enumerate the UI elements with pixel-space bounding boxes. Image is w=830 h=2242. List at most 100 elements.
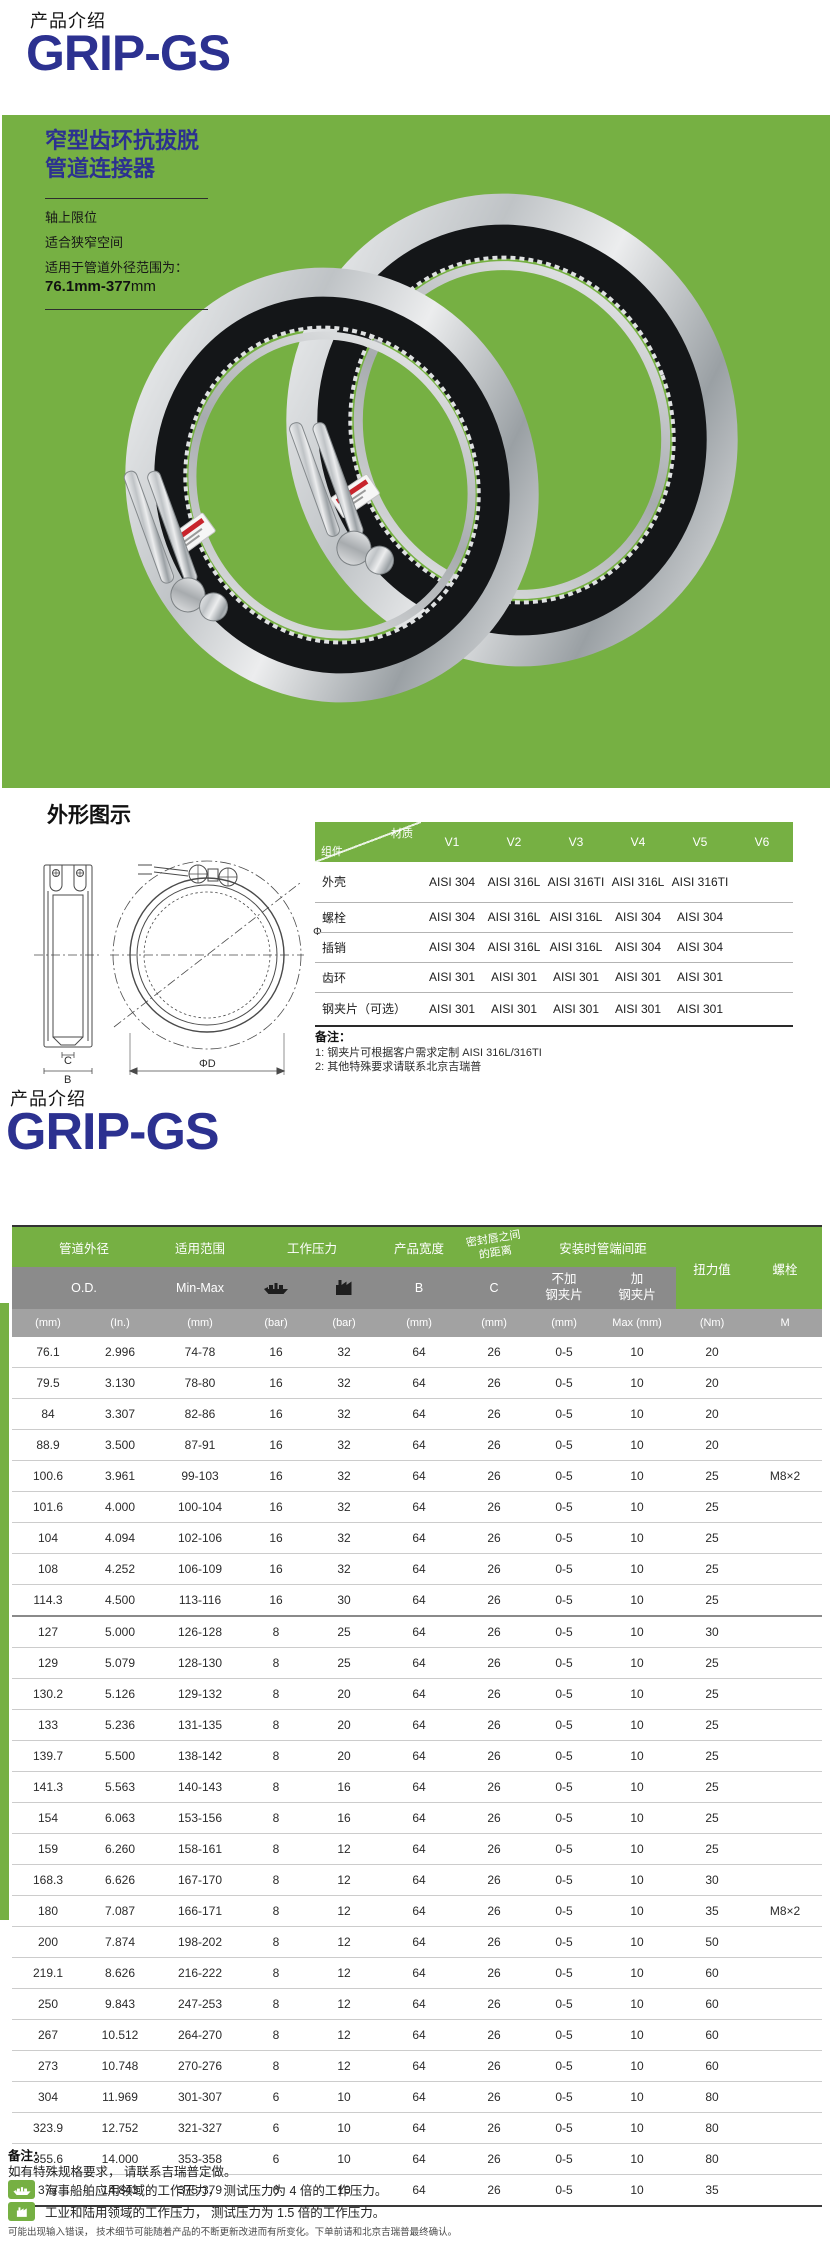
spec-cell: 25 — [676, 1460, 749, 1492]
footer-note-marine: 海事船舶应用领域的工作压力， 测试压力为 4 倍的工作压力。 — [8, 2180, 387, 2199]
spec-cell: 16 — [244, 1460, 309, 1492]
spec-cell: 10 — [598, 1584, 677, 1617]
corner-material-label: 材质 — [391, 828, 413, 840]
material-value: AISI 316L — [487, 874, 541, 889]
spec-cell — [748, 1616, 823, 1648]
spec-cell: 64 — [380, 1553, 459, 1585]
col-group-pressure: 工作压力 — [244, 1226, 381, 1267]
material-value — [731, 992, 793, 1026]
spec-cell: 6 — [244, 2112, 309, 2144]
spec-cell: 0-5 — [530, 1740, 599, 1772]
spec-cell: 0-5 — [530, 1833, 599, 1865]
materials-note-2: 2: 其他特殊要求请联系北京吉瑞普 — [315, 1061, 482, 1073]
spec-cell: 6 — [244, 2143, 309, 2175]
spec-cell: 141.3 — [12, 1771, 84, 1803]
spec-cell: 10 — [598, 1647, 677, 1679]
spec-cell: 10 — [598, 2050, 677, 2082]
spec-cell — [748, 1771, 823, 1803]
spec-cell: 100-104 — [156, 1491, 245, 1523]
spec-cell: 0-5 — [530, 1678, 599, 1710]
unit-cell: (Nm) — [676, 1309, 749, 1337]
spec-cell — [748, 2174, 823, 2207]
spec-cell: 102-106 — [156, 1522, 245, 1554]
spec-cell: 64 — [380, 2143, 459, 2175]
outline-section-title: 外形图示 — [47, 804, 131, 827]
materials-row: 钢夹片（可选） AISI 301 AISI 301 AISI 301 AISI 301 A… — [315, 992, 793, 1026]
spec-row: 108 4.252 106-109 16 32 64 26 0-5 10 25 — [12, 1553, 823, 1585]
spec-cell: 10 — [598, 1522, 677, 1554]
spec-header-sub: O.D. Min-Max — [12, 1267, 822, 1309]
spec-cell: 26 — [458, 1522, 531, 1554]
material-value: AISI 316L — [487, 910, 541, 924]
spec-cell: 0-5 — [530, 1398, 599, 1430]
spec-header-units: (mm) (In.) (mm) (bar) (bar) (mm) (mm) (mm) Max (… — [12, 1309, 823, 1337]
footer-note-general: 如有特殊规格要求， 请联系吉瑞普定做。 — [8, 2165, 237, 2179]
spec-cell: 10 — [598, 2081, 677, 2113]
spec-cell: 32 — [308, 1429, 381, 1461]
unit-cell: (mm) — [530, 1309, 599, 1337]
spec-cell: 0-5 — [530, 1367, 599, 1399]
spec-cell: 16 — [244, 1522, 309, 1554]
material-value: AISI 316TI — [671, 874, 729, 889]
col-with-clip: 加 钢夹片 — [598, 1267, 677, 1309]
material-value: AISI 304 — [428, 874, 476, 889]
spec-cell: 3.130 — [84, 1367, 157, 1399]
spec-cell: 8.626 — [84, 1957, 157, 1989]
spec-cell: 321-327 — [156, 2112, 245, 2144]
spec-cell: 12 — [308, 1864, 381, 1896]
spec-cell: 16 — [244, 1398, 309, 1430]
material-value: AISI 301 — [614, 970, 662, 984]
spec-cell: 0-5 — [530, 1491, 599, 1523]
spec-cell: 26 — [458, 1864, 531, 1896]
hero-feature-2: 适合狭窄空间 — [45, 235, 124, 250]
spec-cell: 35 — [676, 1895, 749, 1927]
spec-cell: 64 — [380, 1429, 459, 1461]
spec-cell: 10 — [598, 1771, 677, 1803]
spec-cell: 270-276 — [156, 2050, 245, 2082]
spec-cell: 0-5 — [530, 1647, 599, 1679]
spec-cell: 26 — [458, 1802, 531, 1834]
spec-cell: 8 — [244, 1926, 309, 1958]
spec-cell — [748, 1864, 823, 1896]
spec-cell: 25 — [676, 1522, 749, 1554]
spec-row: 100.6 3.961 99-103 16 32 64 26 0-5 10 25 M8×2 — [12, 1460, 823, 1492]
spec-header-groups: 管道外径 适用范围 工作压力 产品宽度 密封唇之间 的距离 安装时管端间距 扭力… — [12, 1226, 823, 1309]
spec-row: 101.6 4.000 100-104 16 32 64 26 0-5 10 25 — [12, 1491, 823, 1523]
spec-cell: 20 — [308, 1740, 381, 1772]
bolt-assembly-front — [123, 470, 229, 622]
spec-cell: 3.307 — [84, 1398, 157, 1430]
spec-cell: 64 — [380, 2081, 459, 2113]
component-label: 插销 — [322, 940, 347, 955]
spec-cell: 10 — [598, 1709, 677, 1741]
spec-cell: 9.843 — [84, 1988, 157, 2020]
marine-note-text: 海事船舶应用领域的工作压力， 测试压力为 4 倍的工作压力。 — [45, 2184, 388, 2198]
spec-cell: 3.961 — [84, 1460, 157, 1492]
spec-cell — [748, 1398, 823, 1430]
spec-cell: 375-379 — [156, 2174, 245, 2207]
spec-row: 250 9.843 247-253 8 12 64 26 0-5 10 60 — [12, 1988, 823, 2020]
col-group-torque: 扭力值 — [676, 1226, 749, 1309]
brand-logo-text: GRIP-GS — [26, 25, 231, 81]
materials-header-row: 材质 组件 V1 V2 V3 V4 V5 V6 — [315, 822, 793, 862]
spec-cell: 32 — [308, 1460, 381, 1492]
spec-cell: 8 — [244, 1864, 309, 1896]
spec-cell: 64 — [380, 1740, 459, 1772]
spec-row: 159 6.260 158-161 8 12 64 26 0-5 10 25 — [12, 1833, 823, 1865]
spec-cell: 10 — [598, 1337, 677, 1368]
hero-feature-3: 适用于管道外径范围为： — [45, 260, 189, 275]
material-value — [731, 932, 793, 962]
spec-cell: 16 — [244, 1367, 309, 1399]
material-value: AISI 301 — [552, 1001, 600, 1016]
spec-cell: 14.843 — [84, 2174, 157, 2207]
spec-cell — [748, 2112, 823, 2144]
spec-cell: 35 — [676, 2174, 749, 2207]
spec-cell: 6.626 — [84, 1864, 157, 1896]
spec-cell: 8 — [244, 1678, 309, 1710]
col-od: O.D. — [12, 1267, 157, 1309]
spec-cell: 26 — [458, 1771, 531, 1803]
spec-cell: 5.079 — [84, 1647, 157, 1679]
col-group-gap: 安装时管端间距 — [530, 1226, 677, 1267]
materials-note-1: 1: 钢夹片可根据客户需求定制 AISI 316L/316TI — [315, 1047, 542, 1059]
spec-cell: 10 — [598, 1802, 677, 1834]
spec-cell: 30 — [308, 1584, 381, 1617]
